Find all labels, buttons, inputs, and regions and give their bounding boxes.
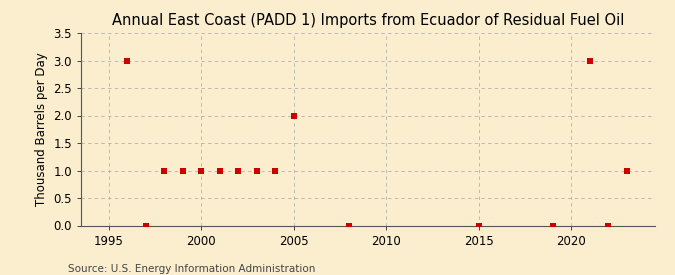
Point xyxy=(603,223,614,228)
Point xyxy=(547,223,558,228)
Point xyxy=(344,223,355,228)
Point xyxy=(288,113,299,118)
Point xyxy=(622,168,632,173)
Point xyxy=(159,168,169,173)
Point xyxy=(215,168,225,173)
Point xyxy=(140,223,151,228)
Point xyxy=(251,168,262,173)
Y-axis label: Thousand Barrels per Day: Thousand Barrels per Day xyxy=(35,52,48,206)
Point xyxy=(270,168,281,173)
Point xyxy=(474,223,485,228)
Point xyxy=(196,168,207,173)
Point xyxy=(178,168,188,173)
Title: Annual East Coast (PADD 1) Imports from Ecuador of Residual Fuel Oil: Annual East Coast (PADD 1) Imports from … xyxy=(111,13,624,28)
Point xyxy=(585,58,595,63)
Point xyxy=(122,58,133,63)
Text: Source: U.S. Energy Information Administration: Source: U.S. Energy Information Administ… xyxy=(68,264,315,274)
Point xyxy=(233,168,244,173)
